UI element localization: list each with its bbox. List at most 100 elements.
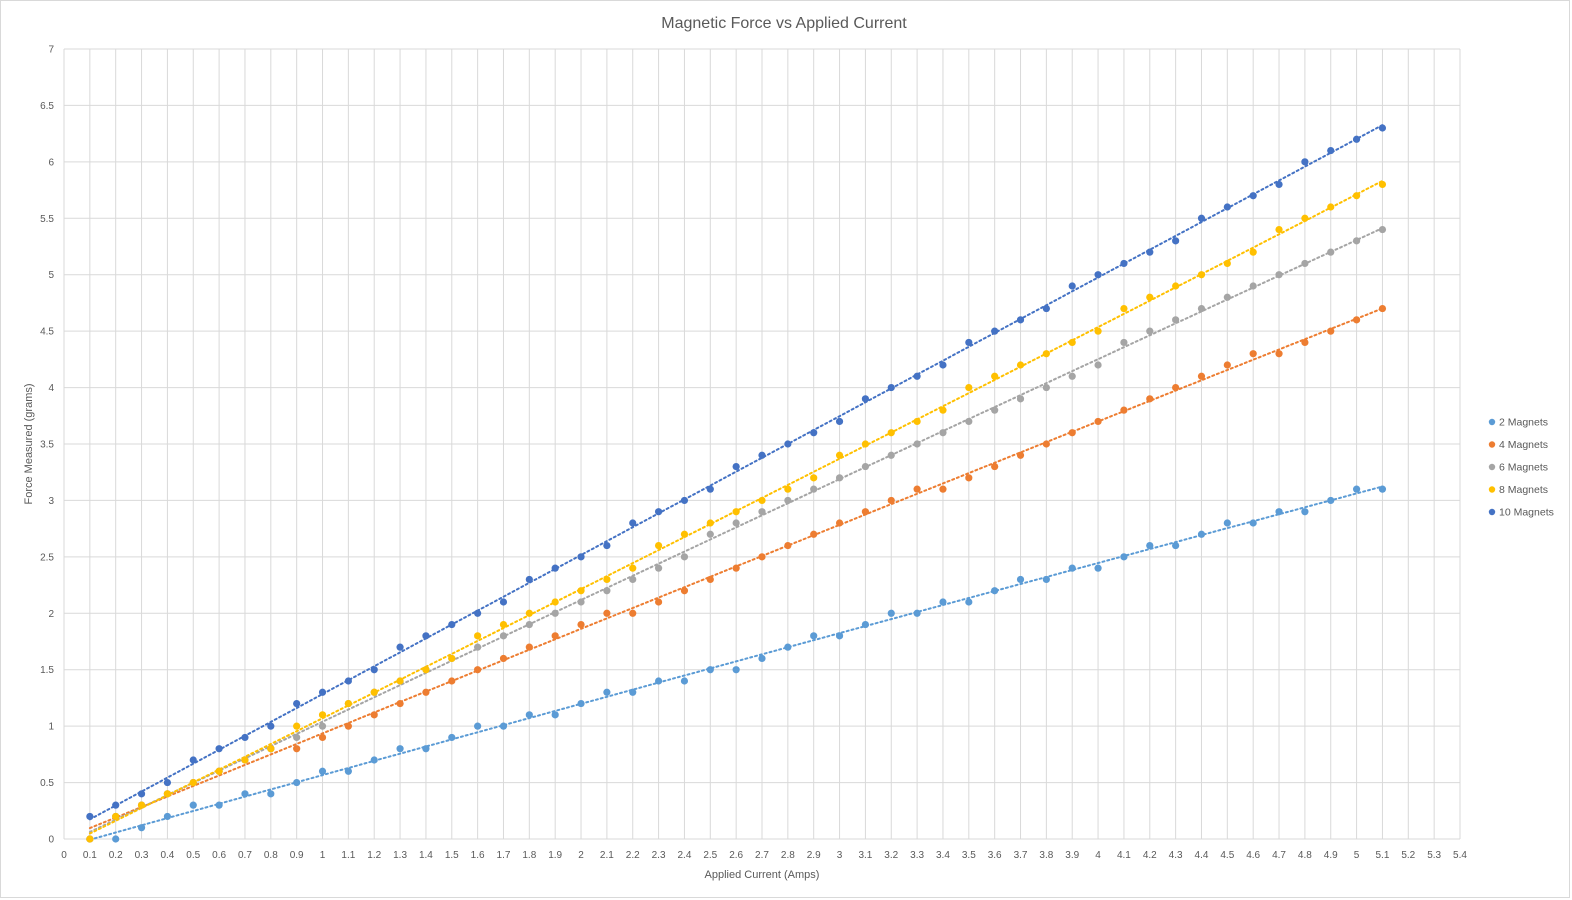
- data-point: [499, 632, 508, 640]
- data-point: [887, 429, 895, 437]
- data-point: [499, 654, 508, 663]
- data-point: [163, 812, 172, 821]
- data-point: [1172, 316, 1180, 324]
- x-tick-label: 1: [320, 850, 326, 861]
- x-tick-label: 5.3: [1427, 850, 1441, 861]
- data-point: [965, 338, 973, 347]
- legend-label: 10 Magnets: [1499, 507, 1554, 519]
- data-point: [1301, 508, 1309, 516]
- data-point: [267, 745, 275, 753]
- data-point: [706, 519, 714, 527]
- data-point: [1042, 350, 1050, 358]
- data-point: [1301, 259, 1309, 268]
- x-tick-label: 2.3: [652, 850, 666, 861]
- data-point: [422, 666, 430, 674]
- data-point: [1197, 304, 1206, 313]
- data-point: [577, 699, 585, 708]
- data-point: [835, 417, 844, 426]
- data-point: [1042, 440, 1050, 448]
- data-point: [1197, 214, 1206, 222]
- data-point: [163, 778, 172, 787]
- data-point: [499, 598, 508, 606]
- x-tick-label: 0.7: [238, 850, 252, 861]
- data-point: [835, 519, 844, 527]
- x-tick-label: 1.9: [548, 850, 562, 861]
- data-point: [577, 587, 585, 595]
- data-point: [887, 383, 895, 392]
- x-tick-label: 2.8: [781, 850, 795, 861]
- data-point: [215, 745, 223, 753]
- data-point: [810, 632, 818, 640]
- y-tick-label: 2: [48, 609, 54, 620]
- data-point: [396, 677, 404, 685]
- x-tick-label: 0.1: [83, 850, 97, 861]
- data-point: [1352, 237, 1361, 245]
- data-point: [241, 733, 249, 742]
- data-point: [1068, 338, 1076, 347]
- y-axis-title: Force Measured (grams): [23, 383, 35, 504]
- axis-tick-labels: 0 0.1 0.2 0.3 0.4 0.5 0.6 0.7 0.8 0.9 1 1.1 1.2 1.3 1.…: [40, 45, 1467, 862]
- data-point: [654, 598, 663, 606]
- data-point: [344, 677, 352, 685]
- x-tick-label: 3.2: [884, 850, 898, 861]
- x-tick-label: 0.5: [186, 850, 200, 861]
- data-point: [680, 530, 689, 538]
- data-point: [112, 801, 120, 809]
- data-point: [267, 790, 275, 798]
- x-tick-label: 3.3: [910, 850, 924, 861]
- data-point: [758, 654, 766, 663]
- data-point: [861, 462, 870, 471]
- data-point: [706, 666, 714, 674]
- data-point: [1068, 372, 1076, 380]
- data-point: [474, 722, 482, 730]
- x-tick-label: 1.4: [419, 850, 433, 861]
- x-tick-label: 4.9: [1324, 850, 1338, 861]
- x-tick-label: 0: [61, 850, 67, 861]
- y-tick-label: 1.5: [40, 665, 54, 676]
- x-tick-label: 2.4: [677, 850, 691, 861]
- data-point: [861, 440, 870, 448]
- data-point: [1352, 135, 1361, 143]
- x-tick-label: 4.7: [1272, 850, 1286, 861]
- x-tick-label: 4.3: [1169, 850, 1183, 861]
- data-point: [603, 575, 611, 584]
- x-tick-label: 3.4: [936, 850, 950, 861]
- y-tick-label: 6: [48, 157, 54, 168]
- data-point: [758, 508, 766, 516]
- y-tick-label: 5: [48, 270, 54, 281]
- data-point: [629, 688, 637, 696]
- data-point: [577, 598, 585, 606]
- data-point: [344, 699, 352, 708]
- trendline: [88, 485, 1384, 841]
- x-tick-label: 1.7: [497, 850, 511, 861]
- y-tick-label: 3.5: [40, 440, 54, 451]
- data-point: [1120, 338, 1128, 347]
- data-point: [732, 508, 740, 516]
- data-point: [1094, 564, 1102, 572]
- data-point: [1378, 124, 1387, 132]
- data-point: [1327, 248, 1335, 256]
- data-point: [396, 745, 404, 753]
- data-point: [1146, 395, 1154, 403]
- x-tick-label: 1.8: [522, 850, 536, 861]
- data-point: [1197, 530, 1206, 538]
- data-point: [861, 620, 870, 629]
- data-point: [1172, 282, 1180, 290]
- data-point: [1352, 485, 1361, 493]
- data-point: [1301, 214, 1309, 222]
- x-tick-label: 4.5: [1220, 850, 1234, 861]
- data-point: [939, 361, 947, 369]
- x-tick-label: 2.1: [600, 850, 614, 861]
- data-point: [629, 564, 637, 572]
- x-tick-label: 4.2: [1143, 850, 1157, 861]
- y-tick-label: 0.5: [40, 778, 54, 789]
- data-point: [603, 688, 611, 696]
- data-point: [551, 711, 559, 719]
- data-point: [913, 417, 921, 426]
- gridlines: [63, 48, 1461, 840]
- y-tick-label: 4.5: [40, 327, 54, 338]
- chart-title: Magnetic Force vs Applied Current: [661, 15, 907, 32]
- data-point: [1068, 564, 1076, 572]
- data-point: [137, 790, 146, 798]
- data-point: [112, 812, 120, 821]
